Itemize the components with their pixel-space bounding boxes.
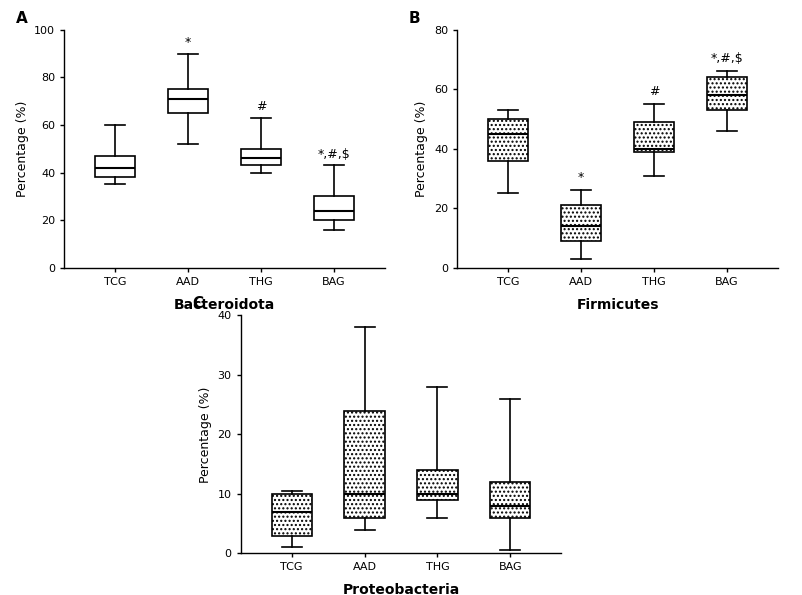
PathPatch shape (707, 77, 747, 110)
PathPatch shape (345, 411, 385, 518)
PathPatch shape (95, 156, 136, 177)
PathPatch shape (417, 470, 457, 500)
PathPatch shape (561, 205, 602, 241)
Text: C: C (192, 296, 204, 311)
Text: *,#,$: *,#,$ (711, 52, 743, 65)
X-axis label: Bacteroidota: Bacteroidota (174, 298, 275, 312)
PathPatch shape (314, 196, 354, 220)
Text: *: * (578, 171, 584, 184)
PathPatch shape (490, 482, 530, 518)
X-axis label: Proteobacteria: Proteobacteria (342, 584, 460, 595)
Y-axis label: Percentage (%): Percentage (%) (415, 101, 428, 197)
PathPatch shape (272, 494, 312, 536)
PathPatch shape (168, 89, 209, 113)
Text: *,#,$: *,#,$ (318, 148, 350, 161)
X-axis label: Firmicutes: Firmicutes (577, 298, 658, 312)
Text: A: A (16, 11, 28, 26)
Text: #: # (256, 100, 266, 113)
Text: *: * (185, 36, 191, 49)
Y-axis label: Percentage (%): Percentage (%) (199, 386, 212, 483)
Text: B: B (409, 11, 420, 26)
PathPatch shape (634, 122, 674, 152)
PathPatch shape (488, 119, 529, 161)
PathPatch shape (241, 149, 281, 165)
Y-axis label: Percentage (%): Percentage (%) (15, 101, 29, 197)
Text: #: # (649, 85, 659, 98)
